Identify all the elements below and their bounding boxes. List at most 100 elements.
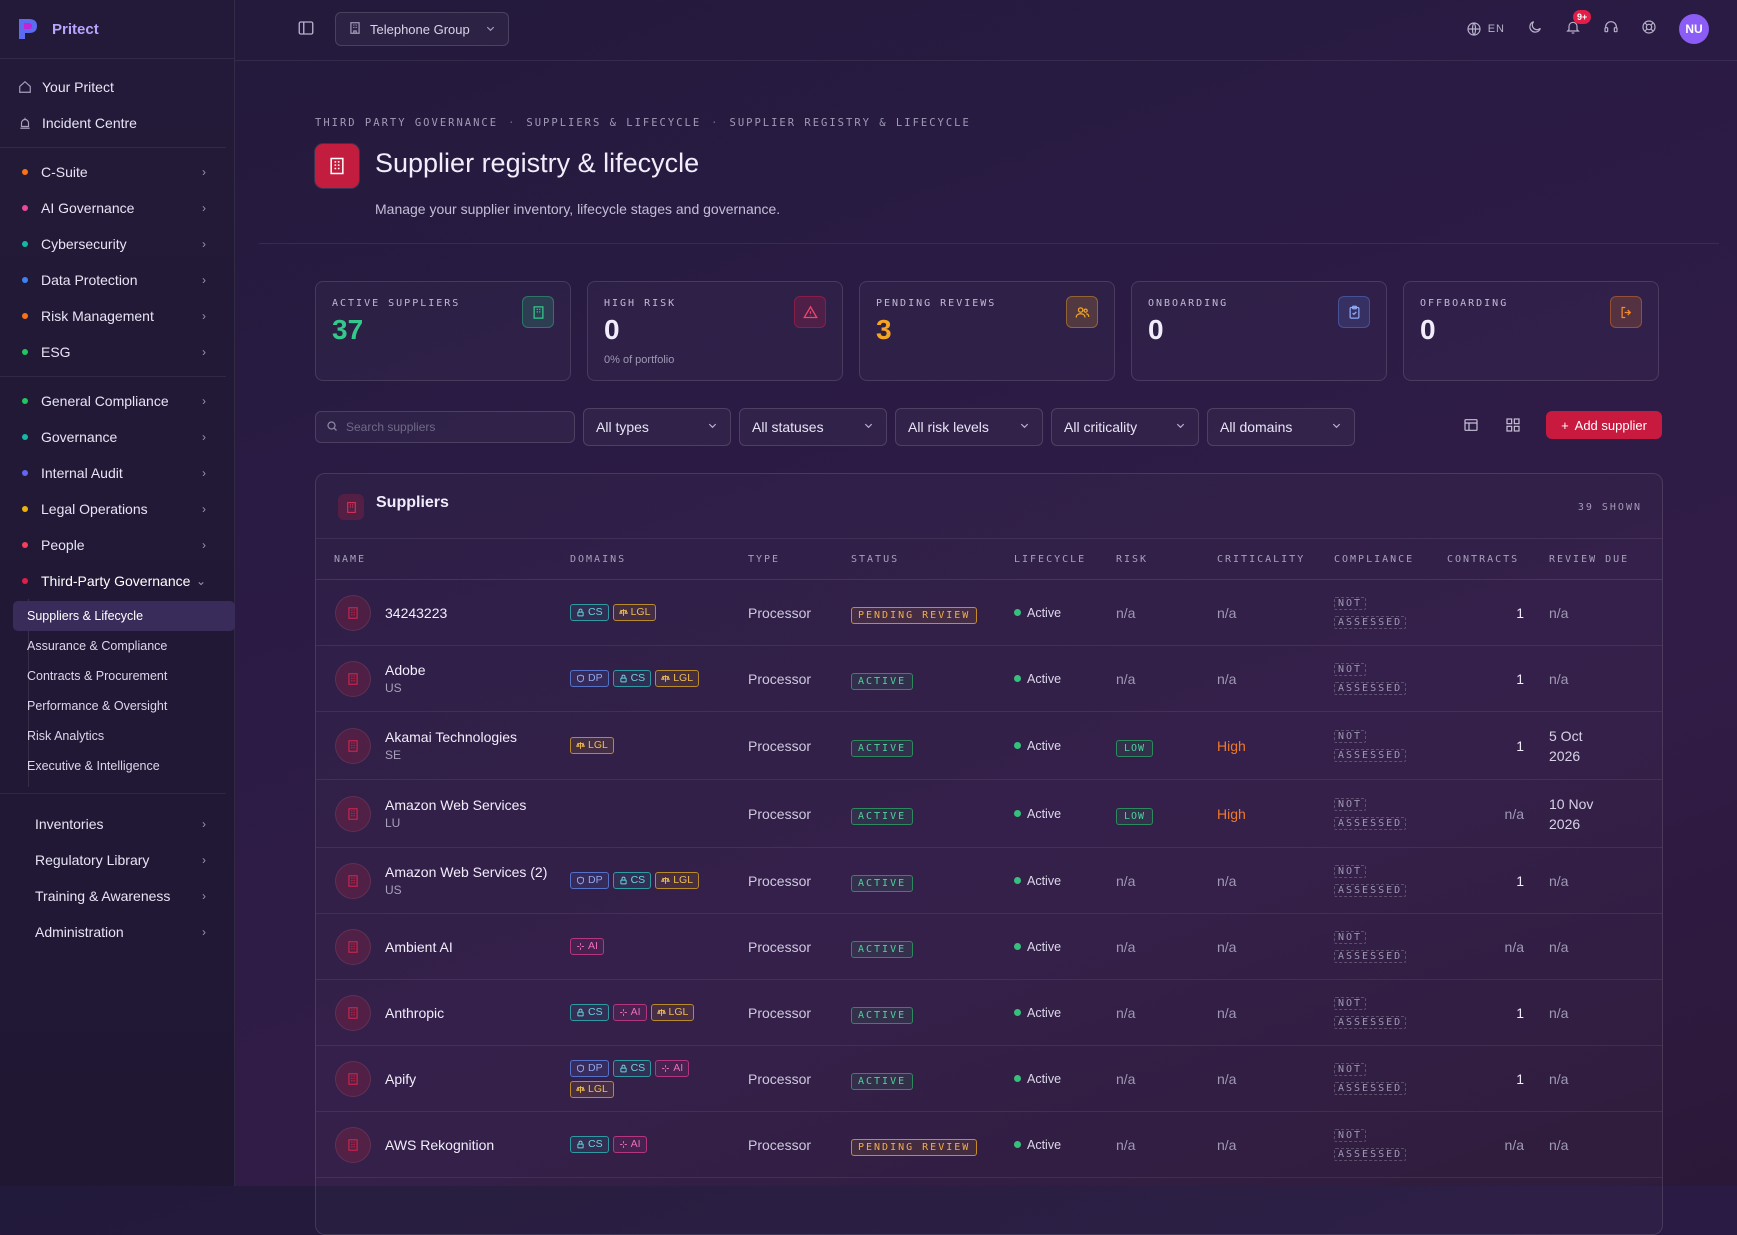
submenu-item-suppliers-lifecycle[interactable]: Suppliers & Lifecycle bbox=[13, 601, 235, 631]
table-row[interactable]: Amazon Web Services (2) US DP CS LGL Processo… bbox=[316, 847, 1662, 914]
kpi-active-suppliers[interactable]: ACTIVE SUPPLIERS 37 bbox=[315, 281, 571, 381]
sidebar-item-esg[interactable]: ESG › bbox=[8, 334, 218, 370]
sidebar-item-incident-centre[interactable]: Incident Centre bbox=[8, 105, 218, 141]
column-header-name[interactable]: NAME bbox=[316, 539, 569, 580]
filter-status-select[interactable]: All statuses bbox=[739, 408, 887, 446]
sidebar-item-cybersecurity[interactable]: Cybersecurity › bbox=[8, 226, 218, 262]
cell-review-due: 10 Nov 2026 bbox=[1548, 779, 1662, 848]
sidebar-item-internal-audit[interactable]: Internal Audit › bbox=[8, 455, 218, 491]
table-row[interactable]: Apify DP CS AI LGL Processor ACTIVE Active n/a n/… bbox=[316, 1045, 1662, 1112]
sidebar-item-legal-operations[interactable]: Legal Operations › bbox=[8, 491, 218, 527]
sidebar-item-risk-management[interactable]: Risk Management › bbox=[8, 298, 218, 334]
status-dot bbox=[22, 205, 28, 211]
column-header-criticality[interactable]: CRITICALITY bbox=[1216, 539, 1333, 580]
lifebuoy-icon[interactable] bbox=[1641, 19, 1657, 40]
compliance-line: ASSESSED bbox=[1334, 1147, 1407, 1161]
sidebar-item-c-suite[interactable]: C-Suite › bbox=[8, 154, 218, 190]
domain-tag: CS bbox=[612, 872, 652, 889]
review-due-line: n/a bbox=[1549, 1004, 1569, 1021]
sidebar-item-regulatory-library[interactable]: Regulatory Library › bbox=[8, 842, 218, 878]
column-header-review-due[interactable]: REVIEW DUE bbox=[1548, 539, 1662, 580]
table-row[interactable]: Anthropic CS AI LGL Processor ACTIVE Active n/a… bbox=[316, 979, 1662, 1046]
table-row[interactable]: 34243223 CS LGL Processor PENDING REVIEW Acti… bbox=[316, 579, 1662, 646]
sidebar-item-third-party-governance[interactable]: Third-Party Governance ⌄ bbox=[8, 563, 218, 599]
sidebar-item-ai-governance[interactable]: AI Governance › bbox=[8, 190, 218, 226]
domain-tag: LGL bbox=[612, 604, 657, 621]
org-selector[interactable]: Telephone Group bbox=[335, 12, 509, 46]
column-header-status[interactable]: STATUS bbox=[850, 539, 1013, 580]
kpi-pending-reviews[interactable]: PENDING REVIEWS 3 bbox=[859, 281, 1115, 381]
supplier-name[interactable]: Amazon Web Services bbox=[385, 797, 527, 813]
submenu-item-assurance-compliance[interactable]: Assurance & Compliance bbox=[27, 639, 168, 653]
table-view-icon[interactable] bbox=[1463, 417, 1479, 438]
table-row[interactable]: Ambient AI AI Processor ACTIVE Active n/a n/a N… bbox=[316, 913, 1662, 980]
sidebar-item-people[interactable]: People › bbox=[8, 527, 218, 563]
filter-type-select[interactable]: All types bbox=[583, 408, 731, 446]
breadcrumb-item[interactable]: THIRD PARTY GOVERNANCE bbox=[315, 117, 499, 129]
kpi-high-risk[interactable]: HIGH RISK 0 0% of portfolio bbox=[587, 281, 843, 381]
brand[interactable]: Pritect bbox=[0, 0, 234, 59]
supplier-name[interactable]: AWS Rekognition bbox=[385, 1136, 495, 1153]
status-badge: ACTIVE bbox=[851, 940, 914, 958]
compliance-line: ASSESSED bbox=[1334, 1015, 1407, 1029]
scale-icon bbox=[656, 1008, 666, 1017]
supplier-name-cell: 34243223 bbox=[317, 594, 568, 631]
compliance-line: NOT bbox=[1334, 1062, 1367, 1076]
supplier-name[interactable]: Adobe bbox=[385, 662, 426, 678]
submenu-item-performance-oversight[interactable]: Performance & Oversight bbox=[27, 699, 168, 713]
supplier-name[interactable]: Apify bbox=[385, 1070, 417, 1087]
column-header-lifecycle[interactable]: LIFECYCLE bbox=[1013, 539, 1115, 580]
sidebar-item-governance[interactable]: Governance › bbox=[8, 419, 218, 455]
sidebar-item-training-awareness[interactable]: Training & Awareness › bbox=[8, 878, 218, 914]
kpi-label: OFFBOARDING bbox=[1420, 298, 1509, 309]
headset-icon[interactable] bbox=[1603, 19, 1619, 40]
column-header-risk[interactable]: RISK bbox=[1115, 539, 1216, 580]
sidebar-item-administration[interactable]: Administration › bbox=[8, 914, 218, 950]
submenu-item-contracts-procurement[interactable]: Contracts & Procurement bbox=[27, 669, 168, 683]
sidebar-item-general-compliance[interactable]: General Compliance › bbox=[8, 383, 218, 419]
column-header-compliance[interactable]: COMPLIANCE bbox=[1333, 539, 1446, 580]
chevron-right-icon: › bbox=[202, 273, 206, 287]
avatar[interactable]: NU bbox=[1679, 14, 1709, 44]
kpi-offboarding[interactable]: OFFBOARDING 0 bbox=[1403, 281, 1659, 381]
card-title: Suppliers bbox=[376, 494, 449, 511]
filter-domain-select[interactable]: All domains bbox=[1207, 408, 1355, 446]
submenu-item-executive-intelligence[interactable]: Executive & Intelligence bbox=[27, 759, 160, 773]
criticality-value: High bbox=[1217, 805, 1246, 822]
review-due-line: n/a bbox=[1549, 938, 1569, 955]
sidebar-item-label: General Compliance bbox=[41, 393, 169, 409]
kpi-onboarding[interactable]: ONBOARDING 0 bbox=[1131, 281, 1387, 381]
filter-risk-select[interactable]: All risk levels bbox=[895, 408, 1043, 446]
domain-tag-label: CS bbox=[588, 606, 603, 618]
add-supplier-button[interactable]: + Add supplier bbox=[1546, 411, 1662, 439]
column-header-contracts[interactable]: CONTRACTS bbox=[1446, 539, 1548, 580]
cell-contracts: n/a bbox=[1446, 1111, 1548, 1178]
column-header-type[interactable]: TYPE bbox=[747, 539, 850, 580]
grid-view-icon[interactable] bbox=[1505, 417, 1521, 438]
sidebar-toggle-icon[interactable] bbox=[297, 19, 315, 37]
filter-criticality-select[interactable]: All criticality bbox=[1051, 408, 1199, 446]
sidebar-item-data-protection[interactable]: Data Protection › bbox=[8, 262, 218, 298]
breadcrumb-item[interactable]: SUPPLIERS & LIFECYCLE bbox=[526, 117, 702, 129]
table-row[interactable]: Amazon Web Services LU Processor ACTIVE Acti… bbox=[316, 779, 1662, 848]
bell-icon[interactable]: 9+ bbox=[1565, 9, 1592, 40]
column-header-domains[interactable]: DOMAINS bbox=[569, 539, 747, 580]
supplier-name[interactable]: Amazon Web Services (2) bbox=[385, 864, 548, 880]
language-switcher[interactable]: EN bbox=[1466, 21, 1505, 37]
supplier-name[interactable]: Akamai Technologies bbox=[385, 729, 518, 745]
table-row[interactable]: AWS Rekognition CS AI Processor PENDING REVI… bbox=[316, 1111, 1662, 1178]
search-input[interactable]: Search suppliers bbox=[315, 411, 575, 443]
cell-risk: n/a bbox=[1115, 645, 1216, 712]
moon-icon[interactable] bbox=[1527, 19, 1543, 40]
supplier-name[interactable]: Anthropic bbox=[385, 1004, 445, 1021]
table-row[interactable]: Akamai Technologies SE LGL Processor ACTIVE A… bbox=[316, 711, 1662, 780]
submenu-item-risk-analytics[interactable]: Risk Analytics bbox=[27, 729, 105, 743]
sidebar-item-your-pritect[interactable]: Your Pritect bbox=[8, 69, 218, 105]
risk-value: n/a bbox=[1116, 872, 1136, 889]
supplier-name[interactable]: Ambient AI bbox=[385, 938, 453, 955]
cell-contracts: 1 bbox=[1446, 711, 1548, 780]
kpi-cards: ACTIVE SUPPLIERS 37 HIGH RISK 0 0% of po… bbox=[315, 281, 1659, 381]
sidebar-item-inventories[interactable]: Inventories › bbox=[8, 806, 218, 842]
table-row[interactable]: Adobe US DP CS LGL Processor ACTIVE Active n/a n/… bbox=[316, 645, 1662, 712]
supplier-name[interactable]: 34243223 bbox=[385, 604, 448, 621]
